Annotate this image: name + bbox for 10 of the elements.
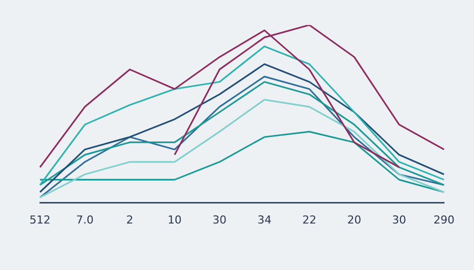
x-tick-label: 20 (347, 213, 362, 226)
x-tick-label: 10 (168, 213, 182, 226)
x-tick-label: 512 (30, 213, 50, 226)
x-tick-label: 34 (257, 213, 272, 226)
x-tick-label: 290 (434, 213, 454, 226)
x-tick-label: 7.0 (76, 213, 94, 226)
x-tick-label: 30 (212, 213, 227, 226)
x-tick-label: 30 (392, 213, 406, 226)
x-tick-label: 2 (126, 213, 134, 226)
x-tick-label: 22 (302, 213, 316, 226)
